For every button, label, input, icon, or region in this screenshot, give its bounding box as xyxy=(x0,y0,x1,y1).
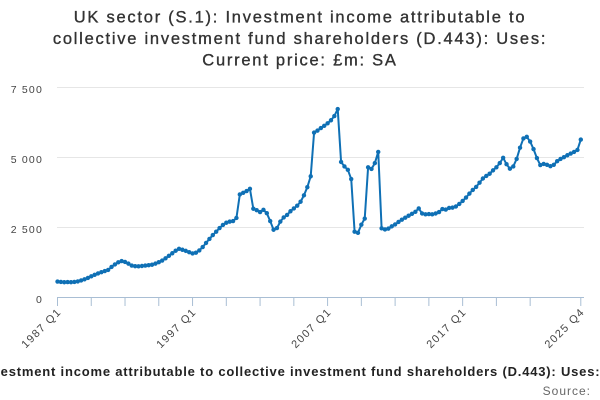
svg-text:1987 Q1: 1987 Q1 xyxy=(19,306,64,351)
svg-text:Current price: £m: SA: Current price: £m: SA xyxy=(202,52,397,70)
svg-text:2017 Q1: 2017 Q1 xyxy=(424,306,469,351)
svg-text:2025 Q4: 2025 Q4 xyxy=(543,306,588,351)
svg-text:collective investment fund sha: collective investment fund shareholders … xyxy=(53,30,547,48)
svg-text:2007 Q1: 2007 Q1 xyxy=(289,306,334,351)
svg-text:7 500: 7 500 xyxy=(11,84,43,96)
svg-text:2 500: 2 500 xyxy=(11,224,43,236)
svg-text:5 000: 5 000 xyxy=(11,154,43,166)
svg-text:0: 0 xyxy=(36,294,43,306)
svg-text:UK sector (S.1): Investment in: UK sector (S.1): Investment income attri… xyxy=(74,9,527,27)
svg-text:1997 Q1: 1997 Q1 xyxy=(154,306,199,351)
